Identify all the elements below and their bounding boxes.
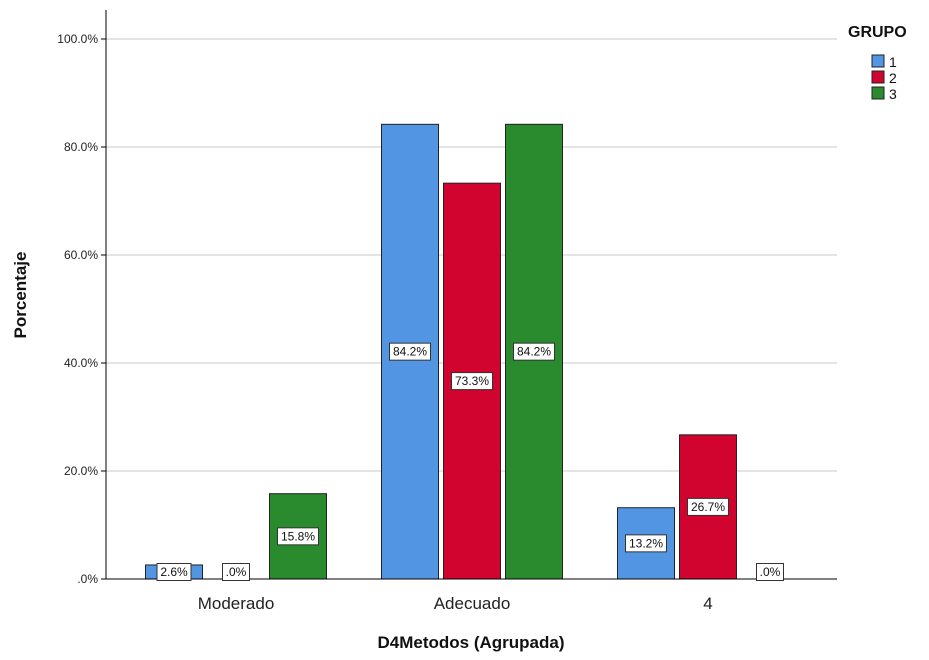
legend: GRUPO 123 — [848, 24, 907, 102]
data-label-box — [222, 563, 250, 581]
data-label-box — [277, 527, 319, 546]
data-label-box — [756, 563, 784, 581]
legend-entry: 3 — [889, 86, 897, 102]
data-label-box — [625, 534, 667, 553]
data-label: 73.3% — [455, 374, 489, 388]
y-tick-label: 100.0% — [57, 32, 98, 46]
x-category-label: Adecuado — [434, 594, 511, 613]
data-label: 15.8% — [281, 529, 315, 543]
y-axis-title: Porcentaje — [11, 252, 30, 339]
legend-title: GRUPO — [848, 24, 907, 41]
legend-entry: 2 — [889, 70, 897, 86]
x-categories: Moderado Adecuado 4 — [198, 594, 713, 613]
legend-entry: 1 — [889, 54, 897, 70]
data-label: .0% — [760, 565, 781, 579]
data-label: .0% — [226, 565, 247, 579]
data-label: 84.2% — [517, 345, 551, 359]
data-labels: 2.6% .0% 15.8% 84.2% 73.3% 84.2% 13.2% 26.7% .0% — [156, 342, 784, 581]
x-axis-title: D4Metodos (Agrupada) — [378, 633, 565, 652]
data-label-box — [513, 342, 555, 361]
legend-swatch — [871, 86, 885, 100]
y-tick-label: 20.0% — [64, 464, 98, 478]
data-label-box — [687, 497, 729, 516]
y-tick-label: 60.0% — [64, 248, 98, 262]
y-ticks: .0% 20.0% 40.0% 60.0% 80.0% 100.0% — [57, 32, 106, 586]
data-label-box — [451, 372, 493, 391]
data-label: 84.2% — [393, 345, 427, 359]
y-tick-label: 80.0% — [64, 140, 98, 154]
data-label: 13.2% — [629, 536, 663, 550]
bars — [145, 123, 737, 580]
data-label-box — [156, 563, 192, 581]
legend-swatch — [871, 54, 885, 68]
data-label: 2.6% — [160, 565, 188, 579]
data-label: 26.7% — [691, 500, 725, 514]
x-category-label: 4 — [703, 594, 712, 613]
x-category-label: Moderado — [198, 594, 275, 613]
data-label-box — [389, 342, 431, 361]
y-tick-label: 40.0% — [64, 356, 98, 370]
legend-swatch — [871, 70, 885, 84]
y-tick-label: .0% — [77, 572, 98, 586]
